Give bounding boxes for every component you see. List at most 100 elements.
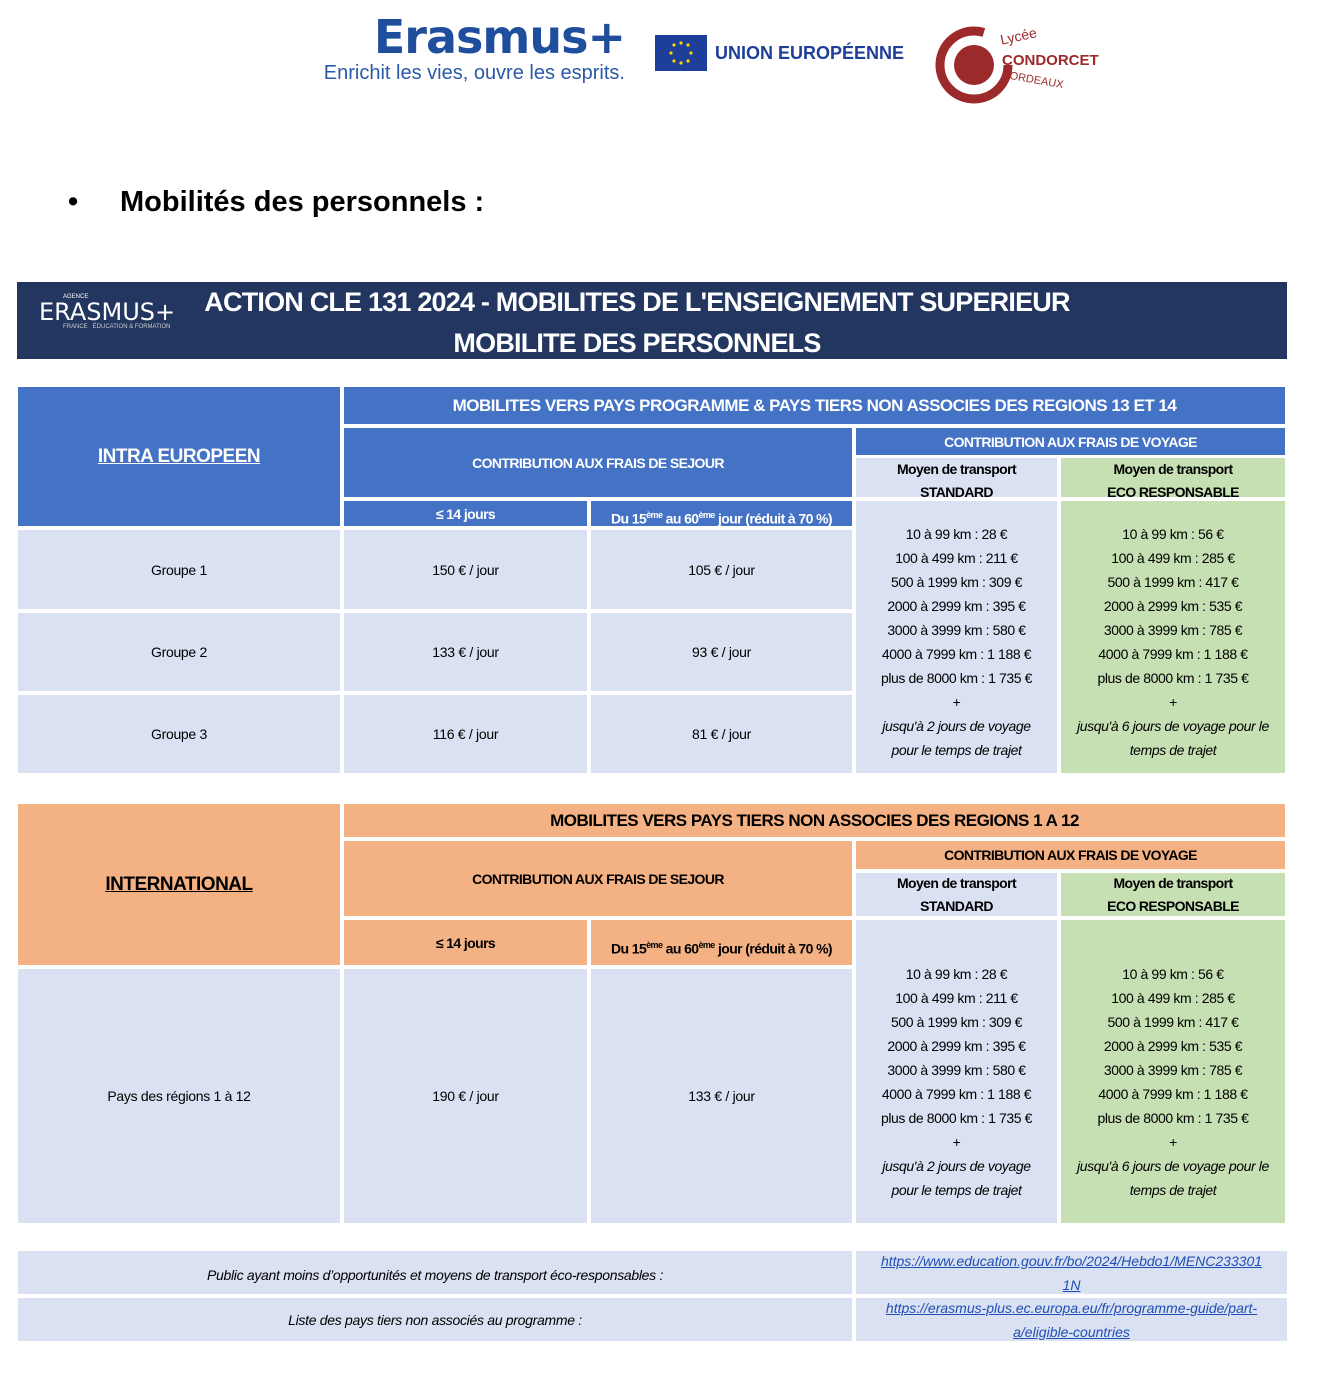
rate-line: +: [1169, 1133, 1177, 1150]
link-line1[interactable]: https://www.education.gouv.fr/bo/2024/He…: [880, 1252, 1263, 1269]
banner-title-line2: MOBILITE DES PERSONNELS: [453, 328, 821, 358]
col-text: au 60: [662, 940, 699, 957]
logo-name: ERASMUS+: [39, 298, 176, 326]
rate-line: 10 à 99 km : 28 €: [905, 965, 1008, 982]
intl-eco-rates: 10 à 99 km : 56 € 100 à 499 km : 285 € 500…: [1061, 920, 1285, 1223]
rate-line: temps de trajet: [1129, 742, 1217, 758]
rate-line: 100 à 499 km : 285 €: [1111, 989, 1235, 1006]
rate-line: pour le temps de trajet: [891, 742, 1022, 758]
rate-list: 10 à 99 km : 28 € 100 à 499 km : 211 € 500…: [880, 522, 1033, 714]
rate-line: 500 à 1999 km : 417 €: [1107, 574, 1239, 590]
intl-eco-header: Moyen de transport ECO RESPONSABLE: [1061, 873, 1285, 916]
section-title: • Mobilités des personnels :: [68, 186, 484, 219]
rate-line: jusqu'à 6 jours de voyage pour le: [1077, 1157, 1269, 1174]
group-cell: Groupe 2: [18, 613, 340, 691]
bullet-icon: •: [68, 186, 79, 218]
rate-line: 3000 à 3999 km : 580 €: [887, 1061, 1026, 1078]
rate-line: 2000 à 2999 km : 535 €: [1103, 598, 1243, 614]
intra-eco-header: Moyen de transport ECO RESPONSABLE: [1061, 458, 1285, 497]
group-cell: Groupe 3: [18, 695, 340, 773]
col-text: au 60: [662, 510, 699, 527]
col-text: Du 15: [611, 510, 647, 527]
intra-col-15-60: Du 15ème au 60ème jour (réduit à 70 %): [591, 501, 852, 527]
intl-col-le14: ≤ 14 jours: [344, 920, 587, 965]
group-cell: Groupe 1: [18, 530, 340, 609]
standard-header-line1: Moyen de transport: [896, 874, 1017, 891]
footer-label: Liste des pays tiers non associés au pro…: [18, 1298, 852, 1341]
intl-voyage-label: CONTRIBUTION AUX FRAIS DE VOYAGE: [856, 841, 1285, 869]
link-line2[interactable]: a/eligible-countries: [1013, 1323, 1130, 1340]
rate-line: 500 à 1999 km : 309 €: [891, 1013, 1022, 1030]
intl-col-15-60: Du 15ème au 60ème jour (réduit à 70 %): [591, 920, 852, 965]
rate-list: jusqu'à 2 jours de voyage pour le temps d…: [882, 714, 1031, 762]
intl-sejour-label: CONTRIBUTION AUX FRAIS DE SEJOUR: [344, 841, 852, 916]
intra-standard-header: Moyen de transport STANDARD: [856, 458, 1057, 497]
d15-60-cell: 133 € / jour: [591, 969, 852, 1223]
d15-60-cell: 81 € / jour: [591, 695, 852, 773]
banner: AGENCE ERASMUS+ FRANCE ÉDUCATION & FORMA…: [17, 282, 1287, 359]
footer-label: Public ayant moins d’opportunités et moy…: [18, 1251, 852, 1294]
intl-label: INTERNATIONAL: [105, 873, 253, 895]
erasmus-logo-text: Erasmus+: [373, 10, 626, 64]
rate-line: plus de 8000 km : 1 735 €: [1097, 670, 1249, 686]
col-text: jour (réduit à 70 %): [714, 940, 833, 957]
rate-line: 100 à 499 km : 211 €: [895, 550, 1018, 566]
standard-header-line2: STANDARD: [920, 484, 993, 497]
rate-line: 100 à 499 km : 285 €: [1111, 550, 1235, 566]
rate-list: 10 à 99 km : 28 € 100 à 499 km : 211 € 500…: [880, 962, 1033, 1154]
education-gouv-link[interactable]: https://www.education.gouv.fr/bo/2024/He…: [881, 1249, 1262, 1297]
rate-line: 4000 à 7999 km : 1 188 €: [881, 646, 1032, 662]
col-sup: ème: [646, 510, 663, 520]
d15-60-cell: 105 € / jour: [591, 530, 852, 609]
rate-line: temps de trajet: [1129, 1181, 1217, 1198]
rate-line: 100 à 499 km : 211 €: [895, 989, 1018, 1006]
eco-header-line1: Moyen de transport: [1113, 874, 1233, 891]
rate-list: 10 à 99 km : 56 € 100 à 499 km : 285 € 500…: [1097, 522, 1249, 714]
rate-list: jusqu'à 2 jours de voyage pour le temps d…: [882, 1154, 1031, 1202]
condorcet-emblem-icon: [935, 26, 1013, 104]
intra-label-cell: INTRA EUROPEEN: [18, 387, 340, 526]
col-text: jour (réduit à 70 %): [714, 510, 833, 527]
rate-list: jusqu'à 6 jours de voyage pour le temps d…: [1077, 714, 1269, 762]
eu-flag-icon: [655, 35, 707, 71]
rate-line: 4000 à 7999 km : 1 188 €: [881, 1085, 1032, 1102]
rate-line: 2000 à 2999 km : 535 €: [1103, 1037, 1243, 1054]
rate-line: 10 à 99 km : 28 €: [905, 526, 1008, 542]
logo-agence: AGENCE: [63, 294, 89, 300]
eco-header-line1: Moyen de transport: [1113, 461, 1233, 477]
intra-standard-rates: 10 à 99 km : 28 € 100 à 499 km : 211 € 500…: [856, 501, 1057, 773]
rate-line: +: [1169, 694, 1177, 710]
rate-line: plus de 8000 km : 1 735 €: [880, 670, 1033, 686]
rate-line: 10 à 99 km : 56 €: [1122, 526, 1224, 542]
standard-header-line1: Moyen de transport: [896, 461, 1017, 477]
erasmus-logo: Erasmus+ Enrichit les vies, ouvre les es…: [285, 10, 626, 85]
rate-line: +: [952, 694, 961, 710]
rate-line: +: [952, 1133, 961, 1150]
banner-title-line1: ACTION CLE 131 2024 - MOBILITES DE L'ENS…: [204, 287, 1070, 317]
eu-label: UNION EUROPÉENNE: [715, 42, 905, 63]
link-line1[interactable]: https://erasmus-plus.ec.europa.eu/fr/pro…: [885, 1299, 1258, 1316]
col-sup: ème: [698, 510, 715, 520]
le14-cell: 133 € / jour: [344, 613, 587, 691]
intl-header: MOBILITES VERS PAYS TIERS NON ASSOCIES D…: [344, 804, 1285, 837]
eligible-countries-link[interactable]: https://erasmus-plus.ec.europa.eu/fr/pro…: [886, 1296, 1257, 1344]
intl-label-cell: INTERNATIONAL: [18, 804, 340, 965]
intra-header: MOBILITES VERS PAYS PROGRAMME & PAYS TIE…: [344, 387, 1285, 424]
condorcet-logo: Lycée CONDORCET BORDEAUX: [932, 22, 1102, 108]
rate-line: 3000 à 3999 km : 785 €: [1103, 622, 1243, 638]
le14-cell: 150 € / jour: [344, 530, 587, 609]
intra-voyage-label: CONTRIBUTION AUX FRAIS DE VOYAGE: [856, 428, 1285, 455]
rate-line: jusqu'à 6 jours de voyage pour le: [1077, 718, 1269, 734]
rate-line: 2000 à 2999 km : 395 €: [887, 598, 1026, 614]
rate-list: 10 à 99 km : 56 € 100 à 499 km : 285 € 500…: [1097, 962, 1249, 1154]
col-text: Du 15: [611, 940, 647, 957]
link-line2[interactable]: 1N: [1062, 1276, 1081, 1293]
intra-sejour-label: CONTRIBUTION AUX FRAIS DE SEJOUR: [344, 428, 852, 497]
rate-line: jusqu'à 2 jours de voyage: [882, 718, 1031, 734]
intl-standard-rates: 10 à 99 km : 28 € 100 à 499 km : 211 € 500…: [856, 920, 1057, 1223]
footer-link-cell: https://erasmus-plus.ec.europa.eu/fr/pro…: [856, 1298, 1287, 1341]
rate-line: plus de 8000 km : 1 735 €: [1097, 1109, 1249, 1126]
intra-eco-rates: 10 à 99 km : 56 € 100 à 499 km : 285 € 500…: [1061, 501, 1285, 773]
rate-line: plus de 8000 km : 1 735 €: [880, 1109, 1033, 1126]
eu-logo: UNION EUROPÉENNE: [655, 35, 904, 71]
